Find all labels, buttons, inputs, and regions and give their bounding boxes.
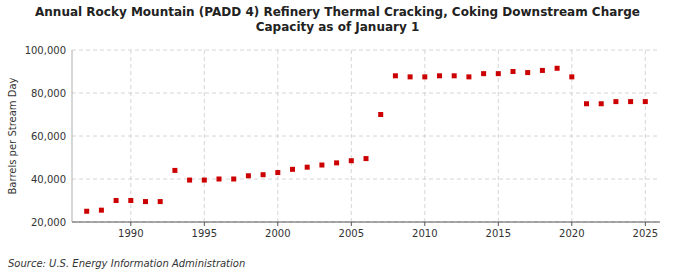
x-tick-label: 1995 [192, 228, 217, 239]
point [334, 160, 339, 165]
point [217, 177, 222, 182]
point [613, 99, 618, 104]
point [378, 112, 383, 117]
x-tick-label: 2000 [265, 228, 290, 239]
point [275, 170, 280, 175]
x-tick-label: 2005 [339, 228, 364, 239]
point [628, 99, 633, 104]
x-tick-mark [130, 222, 131, 226]
point [452, 73, 457, 78]
x-tick-mark [277, 222, 278, 226]
point [364, 156, 369, 161]
x-grid-line [645, 50, 646, 222]
x-grid-line [277, 50, 278, 222]
point [496, 71, 501, 76]
chart: Annual Rocky Mountain (PADD 4) Refinery … [0, 0, 675, 275]
point [540, 68, 545, 73]
point [99, 208, 104, 213]
x-tick-label: 2020 [559, 228, 584, 239]
y-axis-line [72, 50, 73, 222]
x-tick-label: 1990 [118, 228, 143, 239]
y-axis-label: Barrels per Stream Day [7, 77, 18, 194]
x-tick-label: 2025 [633, 228, 658, 239]
point [290, 167, 295, 172]
point [231, 177, 236, 182]
point [187, 178, 192, 183]
y-tick-label: 100,000 [25, 45, 66, 56]
point [408, 74, 413, 79]
x-grid-line [130, 50, 131, 222]
point [584, 101, 589, 106]
x-tick-mark [204, 222, 205, 226]
point [555, 66, 560, 71]
x-tick-label: 2010 [412, 228, 437, 239]
point [599, 101, 604, 106]
point [422, 74, 427, 79]
title-line: Capacity as of January 1 [256, 20, 420, 34]
point [349, 158, 354, 163]
x-tick-mark [571, 222, 572, 226]
title: Annual Rocky Mountain (PADD 4) Refinery … [35, 5, 640, 34]
point [437, 73, 442, 78]
point [525, 70, 530, 75]
x-grid-line [204, 50, 205, 222]
point [319, 163, 324, 168]
point [305, 165, 310, 170]
point [172, 168, 177, 173]
point [511, 69, 516, 74]
point [643, 99, 648, 104]
y-tick-label: 60,000 [31, 131, 66, 142]
y-tick-label: 20,000 [31, 217, 66, 228]
x-tick-mark [498, 222, 499, 226]
point [466, 74, 471, 79]
point [128, 198, 133, 203]
y-tick-label: 80,000 [31, 88, 66, 99]
axes: 20,000 40,000 60,000 80,000 100,000 1990 1995 2… [25, 45, 660, 240]
x-axis-line [72, 222, 660, 223]
title-line: Annual Rocky Mountain (PADD 4) Refinery … [35, 5, 640, 19]
point [202, 178, 207, 183]
x-tick-mark [645, 222, 646, 226]
plot-area [72, 50, 660, 222]
point [569, 74, 574, 79]
x-tick-mark [351, 222, 352, 226]
grid [72, 50, 660, 222]
point [393, 73, 398, 78]
y-tick-label: 40,000 [31, 174, 66, 185]
point [84, 209, 89, 214]
point [481, 71, 486, 76]
x-tick-mark [424, 222, 425, 226]
x-grid-line [351, 50, 352, 222]
source-note: Source: U.S. Energy Information Administ… [8, 258, 245, 269]
point [261, 172, 266, 177]
y-grid-line [72, 222, 660, 223]
x-tick-label: 2015 [486, 228, 511, 239]
point [246, 173, 251, 178]
points [84, 66, 648, 214]
point [114, 198, 119, 203]
point [158, 199, 163, 204]
point [143, 199, 148, 204]
chart-container: Annual Rocky Mountain (PADD 4) Refinery … [0, 0, 675, 275]
